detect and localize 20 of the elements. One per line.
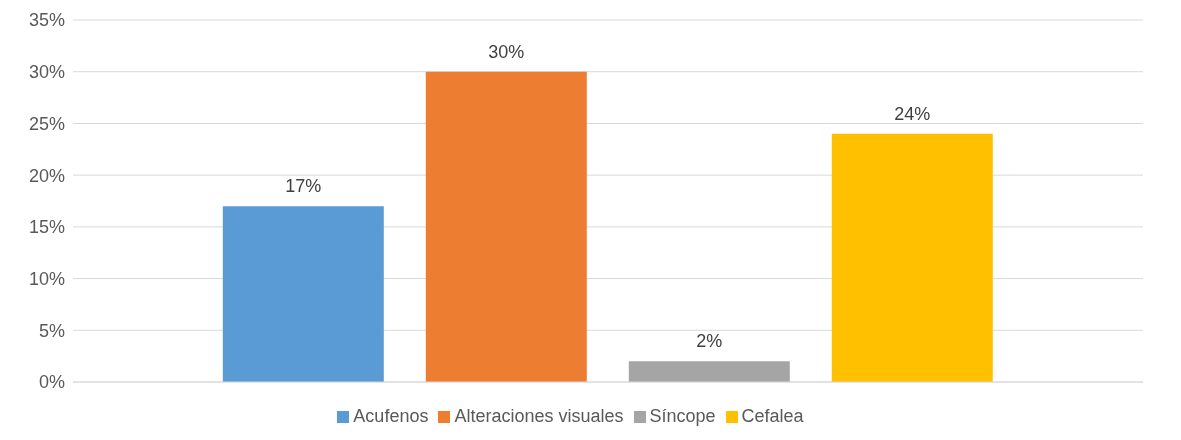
y-tick-label: 0% bbox=[38, 372, 65, 393]
y-tick-label: 30% bbox=[28, 62, 65, 83]
legend-label: Cefalea bbox=[741, 406, 804, 426]
legend-label: Síncope bbox=[649, 406, 716, 426]
y-tick-label: 5% bbox=[38, 320, 65, 341]
y-tick-label: 35% bbox=[28, 10, 65, 31]
y-tick-label: 15% bbox=[28, 217, 65, 238]
y-tick-label: 25% bbox=[28, 113, 65, 134]
data-label: 17% bbox=[285, 176, 322, 197]
data-label: 30% bbox=[488, 41, 525, 62]
bar bbox=[628, 361, 790, 382]
bar bbox=[831, 133, 993, 382]
bar bbox=[222, 206, 384, 382]
legend-label: Acufenos bbox=[353, 406, 429, 426]
data-label: 24% bbox=[894, 103, 931, 124]
y-tick-label: 20% bbox=[28, 165, 65, 186]
bar bbox=[425, 71, 587, 382]
data-label: 2% bbox=[696, 331, 723, 352]
y-tick-label: 10% bbox=[28, 268, 65, 289]
legend-label: Alteraciones visuales bbox=[454, 406, 624, 426]
